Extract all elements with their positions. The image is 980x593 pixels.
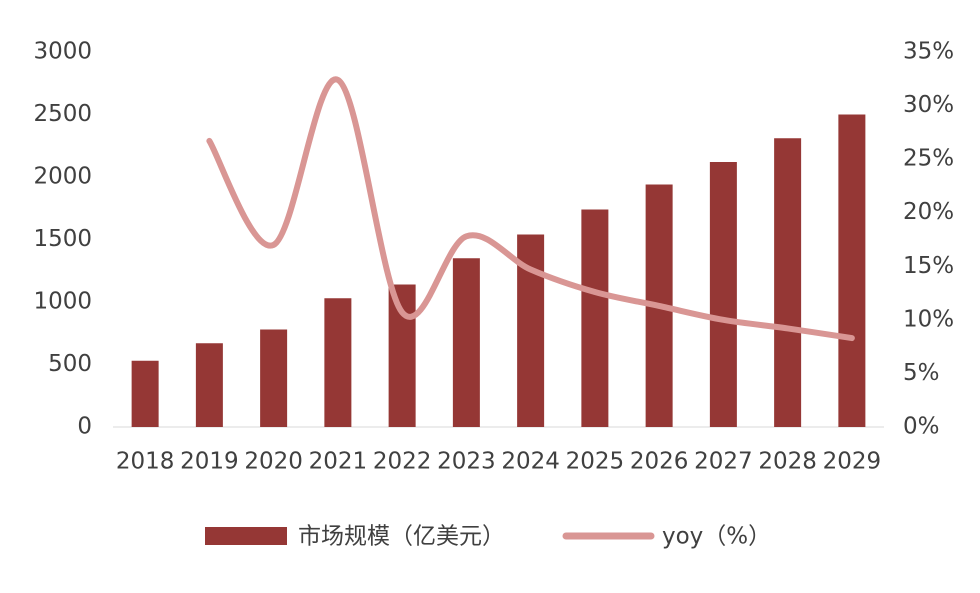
bar — [581, 209, 609, 427]
x-tick-label: 2028 — [758, 449, 817, 475]
x-tick-label: 2018 — [116, 449, 175, 475]
legend-swatch — [205, 527, 287, 545]
x-tick-label: 2021 — [309, 449, 368, 475]
y-tick-label: 500 — [48, 351, 92, 377]
y2-tick-label: 15% — [903, 253, 954, 279]
y2-tick-label: 0% — [903, 414, 940, 440]
x-tick-label: 2027 — [694, 449, 753, 475]
line — [206, 76, 855, 342]
y2-tick-label: 5% — [903, 360, 940, 386]
y2-tick-label: 20% — [903, 199, 954, 225]
legend-label: 市场规模（亿美元） — [298, 524, 505, 550]
bar — [774, 138, 802, 427]
y-tick-label: 1000 — [33, 289, 92, 315]
y-tick-label: 1500 — [33, 226, 92, 252]
bar — [324, 298, 352, 427]
bar — [131, 360, 159, 427]
y-tick-label: 0 — [77, 414, 92, 440]
bar — [838, 114, 866, 427]
bar — [260, 329, 288, 427]
x-tick-label: 2022 — [373, 449, 432, 475]
x-tick-label: 2026 — [630, 449, 689, 475]
y2-tick-label: 30% — [903, 92, 954, 118]
x-tick-label: 2019 — [180, 449, 239, 475]
x-tick-label: 2025 — [566, 449, 625, 475]
x-tick-label: 2023 — [437, 449, 496, 475]
bar — [452, 258, 480, 427]
bar — [195, 343, 223, 427]
legend-label: yoy（%） — [662, 524, 771, 550]
y-tick-label: 2000 — [33, 164, 92, 190]
y2-tick-label: 10% — [903, 306, 954, 332]
x-tick-label: 2020 — [244, 449, 303, 475]
x-tick-label: 2029 — [823, 449, 882, 475]
bar — [709, 162, 737, 427]
y2-tick-label: 35% — [903, 39, 954, 65]
y-tick-label: 3000 — [33, 39, 92, 65]
x-tick-label: 2024 — [501, 449, 560, 475]
bar — [388, 284, 416, 427]
y2-tick-label: 25% — [903, 146, 954, 172]
y-tick-label: 2500 — [33, 101, 92, 127]
